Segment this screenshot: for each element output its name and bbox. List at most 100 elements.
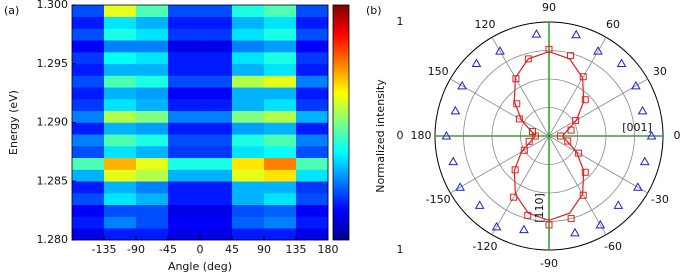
heat-cell bbox=[296, 122, 329, 135]
square-marker bbox=[579, 73, 587, 81]
heat-cell bbox=[232, 99, 265, 112]
triangle-marker bbox=[471, 58, 482, 67]
heat-cell bbox=[136, 122, 169, 135]
triangle-marker bbox=[491, 221, 502, 231]
triangle-marker bbox=[519, 224, 529, 234]
angle-tick-label: -90 bbox=[540, 257, 558, 270]
heat-cell bbox=[264, 181, 297, 194]
heat-cell bbox=[136, 204, 169, 217]
heat-cell bbox=[136, 157, 169, 170]
heat-cell bbox=[168, 87, 201, 100]
heat-cell bbox=[72, 63, 105, 76]
heat-cell bbox=[232, 52, 265, 65]
r-tick-label: 0 bbox=[397, 129, 404, 142]
heat-cell bbox=[136, 134, 169, 147]
heat-cell bbox=[168, 63, 201, 76]
heat-cell bbox=[296, 193, 329, 206]
heat-cell bbox=[264, 87, 297, 100]
angle-tick-label: 60 bbox=[606, 18, 620, 31]
heat-cell bbox=[200, 16, 233, 29]
triangle-marker bbox=[448, 156, 459, 166]
heat-cell bbox=[72, 216, 105, 229]
heat-cell bbox=[72, 110, 105, 123]
angle-tick-label: 180 bbox=[411, 129, 432, 142]
heat-cell bbox=[72, 122, 105, 135]
heat-cell bbox=[296, 40, 329, 53]
heat-cell bbox=[168, 181, 201, 194]
angle-tick-label: 90 bbox=[542, 1, 556, 14]
heat-cell bbox=[104, 169, 137, 182]
r-tick-label: 1 bbox=[397, 15, 404, 28]
heat-cell bbox=[136, 75, 169, 88]
angle-grid-line bbox=[491, 37, 550, 137]
heat-cell bbox=[168, 16, 201, 29]
heat-cell bbox=[232, 16, 265, 29]
y-tick-label: 1.300 bbox=[37, 0, 69, 11]
heat-cell bbox=[136, 169, 169, 182]
triangle-marker bbox=[631, 80, 641, 90]
square-marker bbox=[524, 55, 532, 63]
heat-cell bbox=[296, 75, 329, 88]
triangle-marker bbox=[639, 156, 650, 166]
heat-cell bbox=[264, 99, 297, 112]
triangle-marker bbox=[613, 200, 624, 209]
heat-cell bbox=[200, 134, 233, 147]
square-marker bbox=[512, 75, 520, 83]
triangle-marker bbox=[646, 130, 657, 140]
heat-cell bbox=[232, 63, 265, 76]
heat-cell bbox=[136, 193, 169, 206]
heat-cell bbox=[104, 5, 137, 18]
heat-cell bbox=[168, 75, 201, 88]
heat-cell bbox=[200, 146, 233, 159]
heat-cell bbox=[200, 28, 233, 41]
heat-cell bbox=[72, 5, 105, 18]
fit-curve bbox=[513, 50, 585, 222]
heat-cell bbox=[72, 75, 105, 88]
square-marker bbox=[531, 132, 539, 140]
triangle-marker bbox=[637, 105, 648, 115]
angle-tick-label: 120 bbox=[475, 18, 496, 31]
square-marker bbox=[567, 126, 575, 134]
heat-cell bbox=[104, 216, 137, 229]
heat-cell bbox=[264, 52, 297, 65]
heat-cell bbox=[104, 87, 137, 100]
heat-cell bbox=[72, 228, 105, 241]
heat-cell bbox=[136, 40, 169, 53]
heat-cell bbox=[232, 169, 265, 182]
heat-cell bbox=[168, 99, 201, 112]
heat-cell bbox=[136, 87, 169, 100]
triangle-marker bbox=[616, 58, 627, 67]
heat-cell bbox=[168, 5, 201, 18]
heat-cell bbox=[200, 193, 233, 206]
heat-cell bbox=[296, 228, 329, 241]
heat-cell bbox=[136, 28, 169, 41]
heat-cell bbox=[264, 193, 297, 206]
heat-cell bbox=[104, 52, 137, 65]
angle-grid-line bbox=[548, 78, 648, 137]
heat-cell bbox=[72, 157, 105, 170]
y-tick-label: 1.280 bbox=[37, 233, 69, 246]
heat-cell bbox=[72, 87, 105, 100]
heat-cell bbox=[104, 16, 137, 29]
heat-cell bbox=[136, 99, 169, 112]
heat-cell bbox=[296, 216, 329, 229]
square-marker bbox=[545, 45, 553, 53]
x-tick-label: -90 bbox=[127, 243, 145, 256]
square-marker bbox=[556, 132, 564, 140]
heat-cell bbox=[104, 63, 137, 76]
colorbar bbox=[332, 4, 350, 241]
heat-cell bbox=[72, 52, 105, 65]
heat-cell bbox=[136, 110, 169, 123]
heat-cell bbox=[72, 28, 105, 41]
heat-cell bbox=[264, 146, 297, 159]
heat-cell bbox=[168, 52, 201, 65]
heat-cell bbox=[200, 52, 233, 65]
heat-cell bbox=[264, 134, 297, 147]
square-marker bbox=[525, 137, 533, 145]
triangle-marker bbox=[595, 219, 606, 229]
heat-cell bbox=[136, 216, 169, 229]
triangle-marker bbox=[450, 105, 461, 115]
heat-cell bbox=[168, 157, 201, 170]
r-tick-label: 1 bbox=[397, 243, 404, 256]
